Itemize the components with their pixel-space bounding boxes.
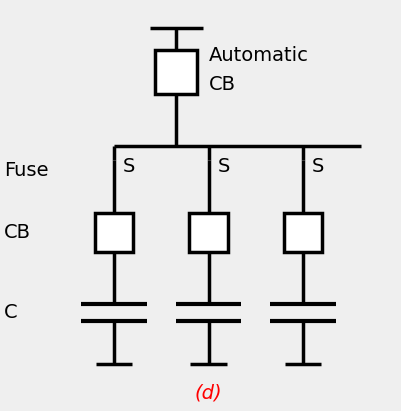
Text: (d): (d) <box>195 383 222 402</box>
Text: S: S <box>123 157 136 176</box>
Text: CB: CB <box>209 75 235 94</box>
Bar <box>190 213 228 252</box>
Bar <box>284 213 322 252</box>
Bar <box>156 51 197 94</box>
Text: Fuse: Fuse <box>4 161 49 180</box>
Text: Automatic: Automatic <box>209 46 308 65</box>
Text: S: S <box>312 157 324 176</box>
Text: CB: CB <box>4 223 31 242</box>
Bar <box>95 213 133 252</box>
Text: S: S <box>217 157 230 176</box>
Text: C: C <box>4 303 18 322</box>
